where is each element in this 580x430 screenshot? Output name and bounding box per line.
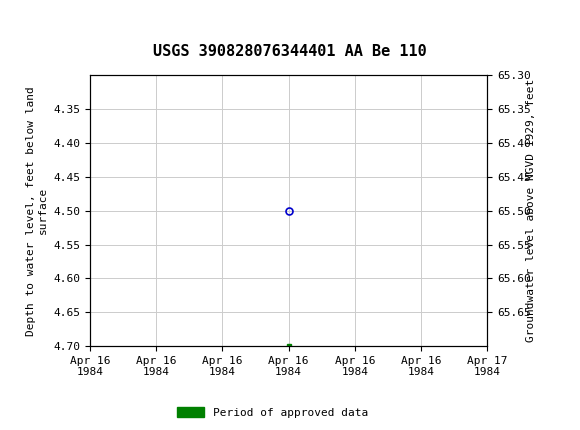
- Y-axis label: Depth to water level, feet below land
surface: Depth to water level, feet below land su…: [26, 86, 48, 335]
- Text: ≋: ≋: [9, 8, 27, 28]
- Y-axis label: Groundwater level above NGVD 1929, feet: Groundwater level above NGVD 1929, feet: [526, 79, 537, 342]
- Text: USGS: USGS: [32, 9, 87, 27]
- Legend: Period of approved data: Period of approved data: [172, 403, 373, 422]
- Text: USGS 390828076344401 AA Be 110: USGS 390828076344401 AA Be 110: [153, 44, 427, 59]
